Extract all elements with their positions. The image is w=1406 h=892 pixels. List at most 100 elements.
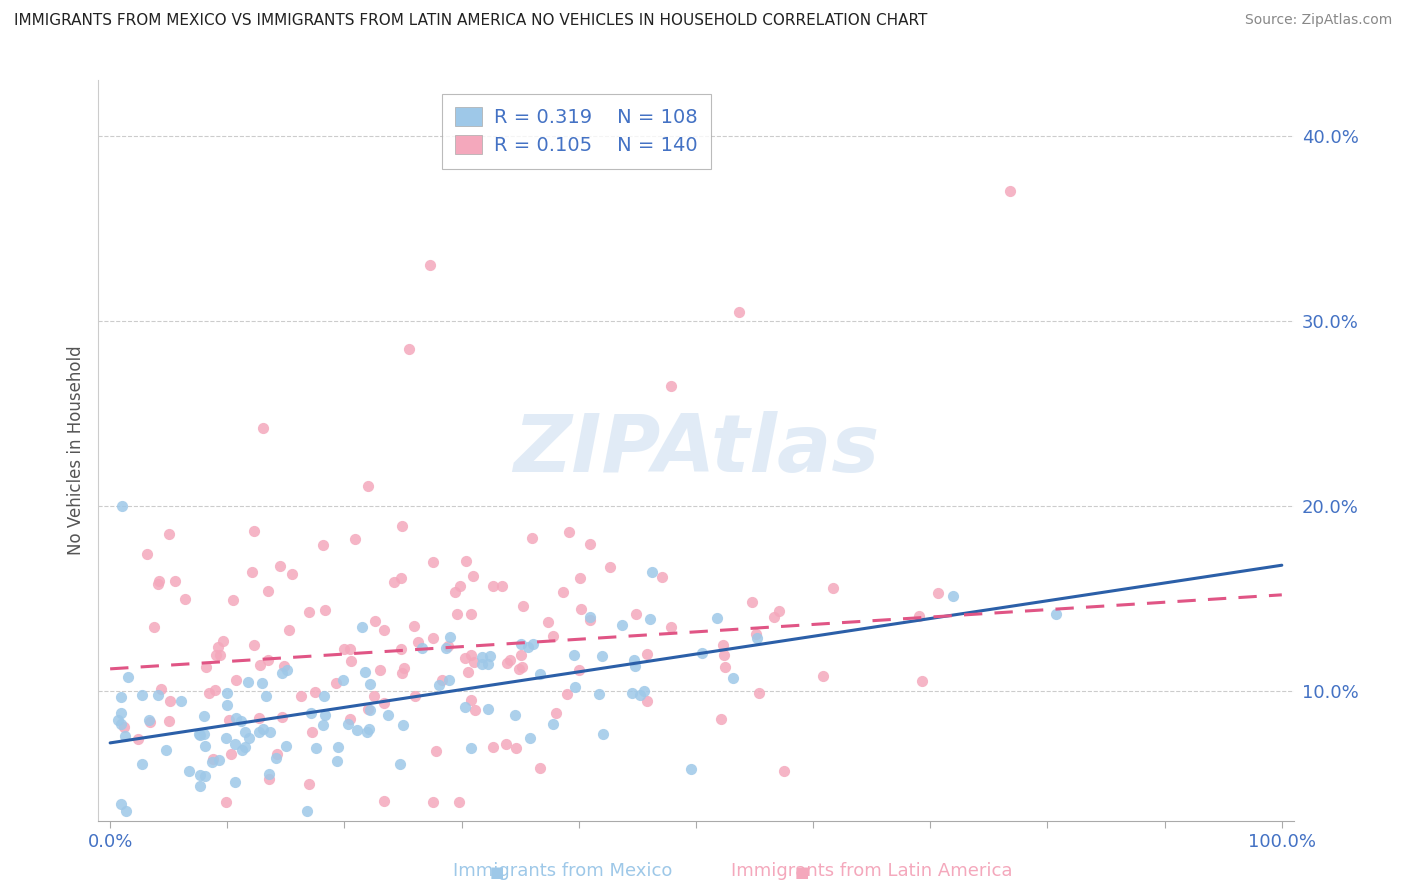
- Point: [495, 657, 517, 671]
- Point: [159, 694, 181, 708]
- Point: [250, 675, 273, 690]
- Point: [741, 595, 763, 609]
- Point: [266, 747, 288, 761]
- Point: [495, 737, 517, 751]
- Point: [517, 640, 540, 655]
- Point: [460, 741, 482, 756]
- Point: [224, 775, 246, 789]
- Point: [195, 660, 218, 674]
- Point: [243, 638, 266, 652]
- Point: [340, 654, 363, 668]
- Point: [215, 731, 238, 745]
- Point: [568, 571, 591, 585]
- Point: [464, 703, 486, 717]
- Point: [429, 678, 451, 692]
- Point: [633, 683, 655, 698]
- Point: [477, 702, 499, 716]
- Point: [706, 610, 728, 624]
- Point: [747, 632, 769, 646]
- Text: ZIPAtlas: ZIPAtlas: [513, 411, 879, 490]
- Legend: R = 0.319    N = 108, R = 0.105    N = 140: R = 0.319 N = 108, R = 0.105 N = 140: [441, 94, 711, 169]
- Point: [350, 620, 373, 634]
- Point: [481, 740, 503, 755]
- Point: [398, 342, 420, 356]
- Point: [422, 795, 444, 809]
- Point: [439, 630, 461, 644]
- Point: [391, 666, 413, 681]
- Point: [344, 533, 367, 547]
- Point: [247, 711, 270, 725]
- Point: [254, 689, 277, 703]
- Point: [201, 752, 224, 766]
- Point: [333, 642, 356, 657]
- Point: [354, 665, 377, 680]
- Point: [314, 603, 336, 617]
- Point: [592, 727, 614, 741]
- Point: [326, 754, 349, 768]
- Point: [127, 732, 149, 747]
- Point: [377, 708, 399, 723]
- Point: [115, 805, 138, 819]
- Text: ■: ■: [489, 864, 503, 880]
- Point: [373, 794, 395, 808]
- Y-axis label: No Vehicles in Household: No Vehicles in Household: [66, 345, 84, 556]
- Point: [188, 728, 211, 742]
- Text: ■: ■: [794, 864, 808, 880]
- Point: [312, 539, 335, 553]
- Point: [591, 648, 613, 663]
- Point: [295, 805, 318, 819]
- Point: [193, 709, 215, 723]
- Point: [231, 714, 253, 729]
- Point: [269, 559, 291, 574]
- Point: [211, 634, 233, 648]
- Point: [470, 657, 492, 672]
- Point: [233, 739, 256, 754]
- Point: [927, 586, 949, 600]
- Point: [389, 757, 412, 772]
- Point: [508, 663, 530, 677]
- Point: [165, 574, 187, 588]
- Point: [240, 566, 263, 580]
- Point: [588, 687, 610, 701]
- Point: [257, 653, 280, 667]
- Point: [238, 731, 260, 745]
- Point: [522, 637, 544, 651]
- Point: [138, 713, 160, 727]
- Point: [510, 648, 533, 663]
- Point: [599, 560, 621, 574]
- Point: [471, 650, 494, 665]
- Point: [359, 676, 381, 690]
- Point: [149, 682, 172, 697]
- Point: [638, 612, 661, 626]
- Point: [249, 657, 271, 672]
- Point: [773, 764, 796, 779]
- Point: [942, 589, 965, 603]
- Point: [278, 623, 301, 637]
- Point: [301, 724, 323, 739]
- Point: [276, 739, 298, 754]
- Point: [259, 767, 281, 781]
- Point: [215, 795, 238, 809]
- Point: [626, 607, 648, 622]
- Point: [208, 753, 231, 767]
- Text: Immigrants from Latin America: Immigrants from Latin America: [731, 862, 1012, 880]
- Point: [257, 584, 280, 599]
- Point: [681, 762, 703, 776]
- Point: [252, 723, 274, 737]
- Text: Source: ZipAtlas.com: Source: ZipAtlas.com: [1244, 13, 1392, 28]
- Point: [579, 609, 602, 624]
- Point: [204, 648, 226, 662]
- Point: [612, 617, 634, 632]
- Point: [636, 694, 658, 708]
- Point: [110, 706, 132, 721]
- Point: [479, 648, 502, 663]
- Point: [297, 605, 319, 619]
- Point: [198, 686, 221, 700]
- Point: [204, 683, 226, 698]
- Point: [225, 673, 247, 687]
- Point: [247, 725, 270, 739]
- Point: [236, 675, 259, 690]
- Point: [710, 712, 733, 726]
- Point: [110, 690, 132, 705]
- Point: [519, 731, 541, 745]
